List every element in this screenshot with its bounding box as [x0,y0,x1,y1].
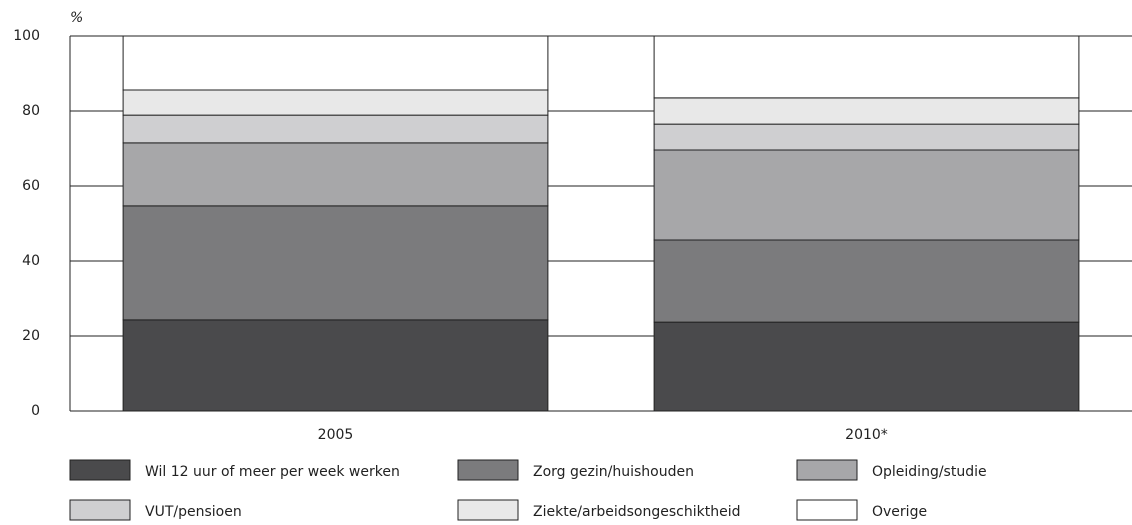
legend-label: Zorg gezin/huishouden [533,464,694,480]
y-tick-label: 100 [13,28,40,44]
bar-segment [653,321,1080,412]
x-tick-label: 2005 [318,427,354,443]
legend-swatch [457,459,519,481]
legend-swatch [457,499,519,521]
bar-segment [122,35,549,91]
bar-segment [122,142,549,207]
y-tick-label: 20 [22,328,40,344]
bar-segment [653,97,1080,125]
legend-swatch [69,499,131,521]
legend-swatch [69,459,131,481]
y-tick-label: 80 [22,103,40,119]
legend-label: Wil 12 uur of meer per week werken [145,464,400,480]
bar-segment [122,114,549,144]
legend-label: VUT/pensioen [145,504,242,520]
y-axis-label: % [70,10,83,26]
x-tick-label: 2010* [845,427,888,443]
legend-swatch [796,499,858,521]
legend-label: Overige [872,504,927,520]
bar-segment [653,123,1080,151]
bar-segment [122,205,549,321]
legend-swatch [796,459,858,481]
y-tick-label: 0 [31,403,40,419]
legend-label: Opleiding/studie [872,464,987,480]
bar-segment [653,149,1080,241]
bar-segment [653,239,1080,323]
y-tick-label: 60 [22,178,40,194]
bar-segment [122,89,549,116]
bar-segment [653,35,1080,99]
legend-label: Ziekte/arbeidsongeschiktheid [533,504,740,520]
bar-segment [122,319,549,412]
y-tick-label: 40 [22,253,40,269]
